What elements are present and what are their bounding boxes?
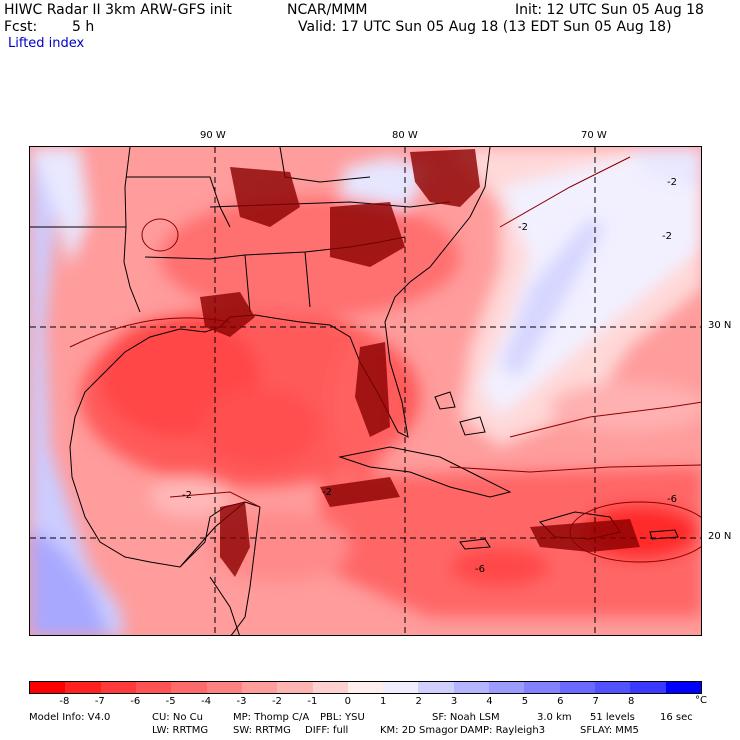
colorbar-tick-label: 1 bbox=[380, 696, 387, 707]
contour-label: -2 bbox=[182, 490, 192, 501]
lifted-index-map: -2 -2 -2 -2 -6 -6 -2 bbox=[29, 146, 702, 636]
colorbar-swatch bbox=[524, 682, 560, 693]
colorbar-tick-label: -7 bbox=[94, 696, 105, 707]
lat-label-30n: 30 N bbox=[708, 320, 732, 331]
colorbar-swatch bbox=[100, 682, 136, 693]
colorbar-swatch bbox=[30, 682, 66, 693]
colorbar-tick-label: -4 bbox=[201, 696, 212, 707]
contour-lines bbox=[69, 156, 701, 563]
map-svg: -2 -2 -2 -2 -6 -6 -2 bbox=[30, 147, 701, 635]
contour-label: -2 bbox=[662, 231, 672, 242]
valid-time: Valid: 17 UTC Sun 05 Aug 18 (13 EDT Sun … bbox=[298, 19, 672, 35]
model-info-item: 3.0 km bbox=[537, 712, 572, 723]
model-title: HIWC Radar II 3km ARW-GFS init bbox=[4, 2, 232, 18]
graticule bbox=[30, 147, 701, 635]
colorbar-swatch bbox=[595, 682, 631, 693]
contour-label: -2 bbox=[667, 177, 677, 188]
colorbar-tick-label: 4 bbox=[486, 696, 493, 707]
colorbar-tick-label: 8 bbox=[627, 696, 635, 707]
model-info-item: 16 sec bbox=[660, 712, 693, 723]
model-info-item: CU: No Cu bbox=[152, 712, 203, 723]
org-label: NCAR/MMM bbox=[287, 2, 368, 18]
model-info-item: SW: RRTMG bbox=[233, 725, 291, 736]
colorbar-swatch bbox=[489, 682, 525, 693]
contour-label: -6 bbox=[475, 564, 485, 575]
colorbar-swatch bbox=[277, 682, 313, 693]
model-info-item: 51 levels bbox=[590, 712, 635, 723]
colorbar-unit: °C bbox=[695, 695, 707, 706]
colorbar-swatch bbox=[347, 682, 384, 693]
colorbar bbox=[29, 681, 702, 694]
contour-label: -2 bbox=[322, 487, 332, 498]
field-name: Lifted index bbox=[8, 36, 85, 51]
model-info-item: KM: 2D Smagor bbox=[380, 725, 458, 736]
lon-label-90w: 90 W bbox=[200, 130, 226, 141]
model-info-item: SFLAY: MM5 bbox=[580, 725, 639, 736]
colorbar-swatch bbox=[206, 682, 242, 693]
colorbar-swatch bbox=[65, 682, 101, 693]
colorbar-swatch bbox=[171, 682, 207, 693]
model-info-item: SF: Noah LSM bbox=[432, 712, 500, 723]
colorbar-tick-label: 3 bbox=[450, 696, 458, 707]
colorbar-tick-label: -1 bbox=[307, 696, 318, 707]
lon-label-70w: 70 W bbox=[581, 130, 607, 141]
colorbar-tick-label: 6 bbox=[557, 696, 564, 707]
colorbar-tick-label: -2 bbox=[271, 696, 282, 707]
forecast-hour: 5 h bbox=[72, 19, 95, 35]
colorbar-swatch bbox=[383, 682, 419, 693]
colorbar-swatch bbox=[630, 682, 666, 693]
colorbar-tick-label: 2 bbox=[415, 696, 422, 707]
colorbar-tick-label: -5 bbox=[165, 696, 176, 707]
convective-contours bbox=[200, 149, 640, 577]
colorbar-swatch bbox=[665, 682, 701, 693]
field-shading bbox=[30, 147, 701, 635]
colorbar-tick-label: 5 bbox=[521, 696, 529, 707]
model-info-item: DAMP: Rayleigh3 bbox=[460, 725, 546, 736]
contour-label: -6 bbox=[667, 494, 677, 505]
colorbar-tick-label: -6 bbox=[130, 696, 141, 707]
init-time: Init: 12 UTC Sun 05 Aug 18 bbox=[515, 2, 704, 18]
colorbar-swatch bbox=[453, 682, 490, 693]
colorbar-tick-label: 7 bbox=[592, 696, 599, 707]
colorbar-tick-label: 0 bbox=[344, 696, 351, 707]
colorbar-tick-label: -3 bbox=[236, 696, 247, 707]
contour-label: -2 bbox=[518, 222, 528, 233]
model-info-item: PBL: YSU bbox=[320, 712, 365, 723]
model-info-item: Model Info: V4.0 bbox=[29, 712, 111, 723]
lat-label-20n: 20 N bbox=[708, 531, 732, 542]
model-info-item: LW: RRTMG bbox=[152, 725, 209, 736]
model-info-item: DIFF: full bbox=[305, 725, 349, 736]
colorbar-swatch bbox=[312, 682, 348, 693]
colorbar-tick-label: -8 bbox=[59, 696, 70, 707]
forecast-label: Fcst: bbox=[4, 19, 38, 35]
colorbar-swatch bbox=[559, 682, 595, 693]
contour-value-labels: -2 -2 -2 -2 -6 -6 -2 bbox=[182, 177, 677, 575]
model-info-item: MP: Thomp C/A bbox=[233, 712, 310, 723]
colorbar-swatch bbox=[135, 682, 172, 693]
colorbar-swatch bbox=[418, 682, 454, 693]
lon-label-80w: 80 W bbox=[392, 130, 418, 141]
colorbar-swatch bbox=[241, 682, 278, 693]
